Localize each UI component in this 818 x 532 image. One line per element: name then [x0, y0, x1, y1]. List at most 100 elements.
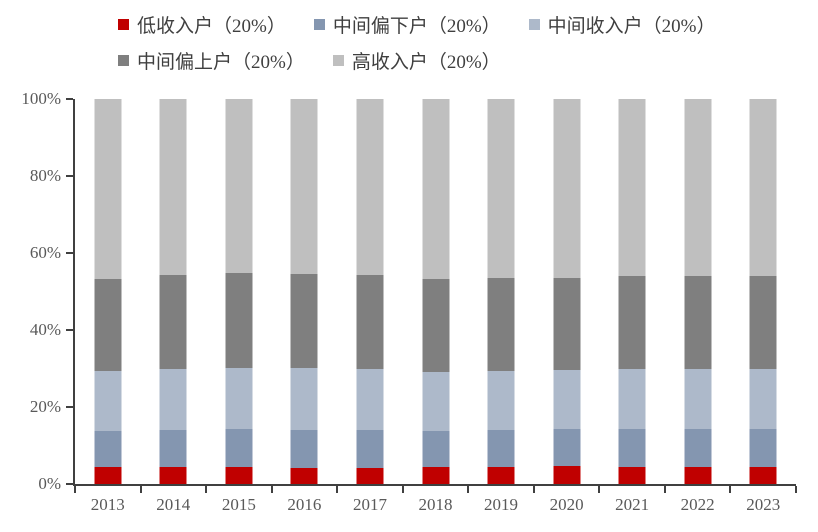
bar-segment: [94, 371, 122, 431]
category-slot-2014: [141, 99, 207, 484]
bar-segment: [422, 467, 449, 484]
x-axis-tick: [598, 486, 601, 493]
x-axis-label: 2015: [221, 495, 256, 514]
legend-item: 中间偏下户（20%）: [313, 11, 501, 38]
bar-segment: [422, 430, 449, 468]
category-slot-2020: [534, 99, 600, 484]
bar-segment: [290, 429, 318, 468]
category-slot-2017: [337, 99, 403, 484]
bar-segment: [422, 279, 449, 372]
bar-segment: [356, 274, 384, 369]
bar-segment: [422, 372, 449, 431]
bar-segment: [749, 276, 777, 370]
bar-segment: [290, 273, 318, 369]
bar-segment: [94, 99, 122, 279]
chart-legend: 低收入户（20%） 中间偏下户（20%） 中间收入户（20%） 中间偏上户（20%） 高…: [118, 10, 715, 82]
bar-segment: [553, 99, 581, 279]
legend-row-2: 中间偏上户（20%） 高收入户（20%）: [118, 46, 715, 74]
x-axis-label: 2017: [352, 495, 387, 514]
x-axis-label: 2019: [484, 495, 519, 514]
stacked-bar-2013: [94, 99, 122, 484]
bar-segment: [749, 428, 777, 468]
y-axis-tick: [66, 98, 73, 100]
bar-segment: [618, 466, 646, 484]
bar-segment: [684, 369, 712, 430]
bar-segment: [487, 278, 515, 371]
legend-item: 中间收入户（20%）: [528, 11, 715, 38]
x-axis-label: 2013: [90, 495, 125, 514]
stacked-bar-2015: [225, 99, 253, 484]
bar-segment: [684, 99, 712, 277]
category-slot-2015: [206, 99, 272, 484]
bar-segment: [356, 368, 384, 431]
bar-segment: [487, 99, 515, 279]
x-axis-tick: [336, 486, 339, 493]
bar-segment: [94, 278, 122, 372]
x-axis-label: 2014: [156, 495, 191, 514]
stacked-bar-2022: [684, 99, 712, 484]
x-axis-tick: [270, 486, 273, 493]
bar-segment: [225, 467, 253, 484]
y-axis-label: 80%: [29, 166, 61, 185]
bar-segment: [749, 467, 777, 484]
bar-segment: [553, 370, 581, 430]
y-axis-label: 0%: [38, 474, 61, 493]
legend-item: 高收入户（20%）: [332, 47, 501, 74]
bar-segment: [94, 430, 122, 468]
legend-swatch-icon: [528, 18, 540, 30]
y-axis-label: 60%: [29, 243, 61, 262]
bar-segment: [618, 368, 646, 429]
y-axis-tick: [66, 406, 73, 408]
bar-segment: [159, 368, 187, 430]
legend-label: 低收入户（20%）: [137, 15, 286, 37]
bar-segment: [225, 99, 253, 274]
bar-segment: [618, 275, 646, 369]
bar-segment: [356, 430, 384, 468]
category-slot-2019: [468, 99, 534, 484]
y-axis-label: 40%: [29, 320, 61, 339]
x-axis-label: 2018: [418, 495, 453, 514]
category-slot-2023: [730, 99, 796, 484]
legend-swatch-icon: [118, 54, 129, 66]
legend-item: 低收入户（20%）: [118, 11, 286, 38]
bar-segment: [356, 99, 384, 275]
category-slot-2022: [665, 99, 731, 484]
bar-segment: [553, 466, 581, 484]
bar-segment: [749, 369, 777, 429]
stacked-bar-2017: [356, 99, 384, 484]
bar-segment: [487, 466, 515, 484]
legend-label: 高收入户（20%）: [351, 51, 501, 73]
bar-segment: [225, 273, 253, 368]
y-axis-tick: [66, 329, 73, 331]
x-axis-label: 2022: [680, 495, 715, 514]
x-axis-tick: [74, 486, 76, 493]
legend-swatch-icon: [313, 18, 325, 30]
bars-container: [75, 99, 796, 484]
bar-segment: [487, 429, 515, 467]
legend-row-1: 低收入户（20%） 中间偏下户（20%） 中间收入户（20%）: [118, 10, 715, 38]
legend-label: 中间偏上户（20%）: [137, 51, 305, 73]
bar-segment: [356, 467, 384, 484]
x-axis-tick: [663, 486, 666, 493]
bar-segment: [94, 467, 122, 484]
y-axis-tick: [66, 483, 73, 485]
x-axis-label: 2020: [549, 495, 584, 514]
bar-segment: [159, 99, 187, 276]
category-slot-2018: [403, 99, 469, 484]
bar-segment: [159, 467, 187, 484]
category-slot-2016: [272, 99, 338, 484]
bar-segment: [159, 429, 187, 468]
bar-segment: [422, 99, 449, 280]
legend-swatch-icon: [332, 54, 344, 66]
legend-swatch-icon: [118, 18, 129, 30]
category-slot-2013: [75, 99, 141, 484]
stacked-bar-2019: [487, 99, 515, 484]
stacked-bar-2020: [553, 99, 581, 484]
x-axis-tick: [795, 486, 797, 493]
bar-segment: [553, 429, 581, 467]
x-axis-tick: [729, 486, 732, 493]
x-axis-label: 2023: [746, 495, 781, 514]
category-slot-2021: [599, 99, 665, 484]
legend-item: 中间偏上户（20%）: [118, 47, 305, 74]
